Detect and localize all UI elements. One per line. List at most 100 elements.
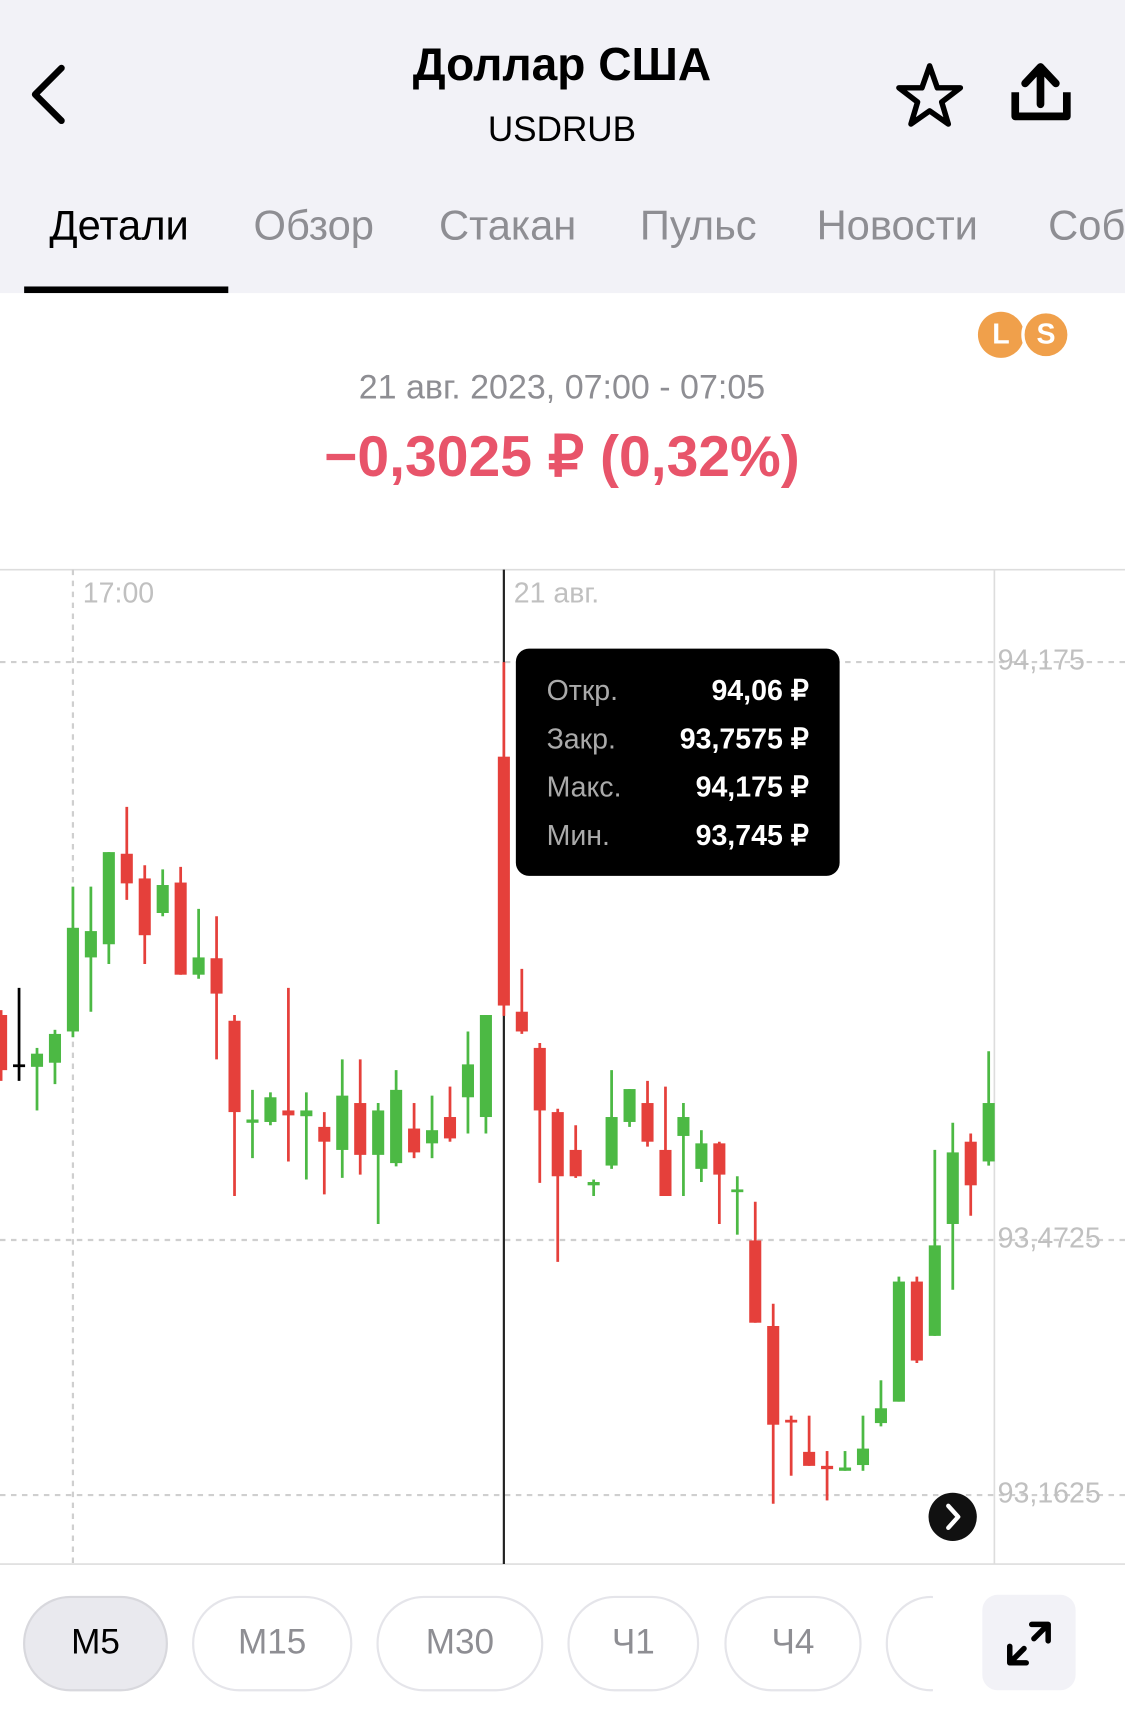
candle-body — [354, 1103, 367, 1155]
tooltip-label: Закр. — [547, 723, 616, 755]
candle-body — [569, 1149, 582, 1177]
candle-body — [551, 1112, 564, 1177]
candle-body — [749, 1240, 762, 1323]
candle-body — [910, 1281, 923, 1361]
back-button[interactable] — [31, 64, 65, 125]
tooltip-label: Мин. — [547, 820, 610, 852]
timeframe-label: M5 — [71, 1622, 120, 1661]
candle-body — [48, 1033, 62, 1063]
candle-body — [479, 1015, 492, 1118]
candle-body — [982, 1103, 995, 1162]
candle-body — [641, 1103, 654, 1142]
candle-body — [659, 1149, 672, 1197]
candle-body — [246, 1119, 259, 1123]
candle-body — [426, 1130, 439, 1144]
candle-body — [120, 853, 133, 884]
candle-body — [336, 1095, 349, 1150]
candle-body — [731, 1189, 744, 1193]
candle-body — [174, 882, 187, 975]
change: −0,3025 ₽ (0,32%) — [324, 425, 800, 489]
candle-body — [928, 1245, 941, 1336]
candle-body — [0, 1015, 8, 1071]
candle-body — [408, 1128, 421, 1153]
candle-body — [785, 1419, 798, 1423]
candle-body — [210, 958, 223, 994]
y-tick-label: 93,4725 — [998, 1223, 1101, 1255]
fade — [932, 1580, 983, 1702]
candle-body — [461, 1064, 474, 1098]
y-tick-label: 94,175 — [998, 645, 1085, 677]
candle-body — [803, 1451, 816, 1466]
candle-body — [677, 1117, 690, 1136]
candle-body — [695, 1143, 708, 1169]
timeframe-button[interactable] — [23, 1595, 168, 1692]
tooltip-bg — [515, 648, 840, 876]
tab[interactable]: Новости — [817, 201, 978, 248]
header-bg — [0, 0, 1125, 294]
expand-button[interactable] — [982, 1594, 1076, 1691]
tooltip-value: 94,06 ₽ — [711, 675, 808, 707]
timeframe-label: M15 — [238, 1622, 306, 1661]
candle-body — [623, 1089, 636, 1122]
candle-body — [443, 1117, 457, 1139]
timeframe-button[interactable] — [192, 1595, 353, 1692]
candle-body — [228, 1020, 241, 1113]
subtitle: USDRUB — [488, 110, 636, 149]
badge-label: S — [1036, 318, 1055, 350]
candle-body — [497, 756, 510, 1006]
tab[interactable]: Стакан — [439, 201, 576, 248]
candle-body — [300, 1110, 313, 1117]
active-tab-underline — [24, 286, 229, 294]
share-button[interactable] — [1011, 63, 1071, 121]
candle-body — [605, 1117, 618, 1166]
candle-body — [874, 1408, 887, 1424]
tooltip-value: 94,175 ₽ — [696, 772, 809, 804]
tooltip: Откр. 94,06 ₽ Закр. 93,7575 ₽ Макс. 94,175 ₽ М… — [515, 648, 840, 876]
candle-body — [946, 1152, 959, 1224]
candle-body — [838, 1467, 852, 1471]
x-tick-label: 21 авг. — [514, 577, 600, 609]
timeframe-button[interactable] — [724, 1595, 862, 1692]
candle-body — [192, 957, 205, 975]
tab[interactable]: Соб — [1048, 201, 1125, 248]
period: 21 авг. 2023, 07:00 - 07:05 — [359, 369, 765, 407]
candle-body — [282, 1110, 295, 1116]
timeframe-label: M30 — [426, 1622, 494, 1661]
candle-body — [30, 1053, 44, 1067]
candle-body — [264, 1097, 277, 1122]
tab[interactable]: Обзор — [254, 201, 374, 248]
tab[interactable]: Детали — [49, 201, 188, 248]
badge — [1021, 310, 1071, 360]
candle-body — [156, 885, 169, 913]
tooltip-label: Откр. — [547, 675, 619, 707]
candle-body — [533, 1047, 546, 1111]
y-tick-label: 93,1625 — [998, 1478, 1101, 1510]
candle-body — [318, 1126, 331, 1142]
scroll-right-button[interactable] — [928, 1492, 977, 1541]
tooltip-value: 93,745 ₽ — [696, 820, 809, 852]
candle-body — [767, 1325, 780, 1425]
timeframe-label: Ч1 — [612, 1622, 655, 1661]
candle-body — [821, 1465, 834, 1470]
candle-body — [964, 1141, 977, 1186]
tooltip-value: 93,7575 ₽ — [680, 723, 809, 755]
candle-body — [138, 878, 151, 936]
timeframe-label: Ч4 — [772, 1622, 815, 1661]
title: Доллар США — [413, 38, 711, 90]
timeframe-button[interactable] — [376, 1595, 544, 1692]
candle-body — [102, 852, 115, 945]
candle-body — [515, 1011, 528, 1032]
timeframe-button[interactable] — [567, 1595, 700, 1692]
candle-body — [390, 1089, 403, 1164]
candle-body — [892, 1281, 905, 1402]
candle-body — [66, 927, 79, 1032]
tab[interactable]: Пульс — [640, 201, 757, 248]
badge — [977, 311, 1025, 358]
candle-body — [84, 931, 97, 958]
tooltip-label: Макс. — [547, 772, 622, 804]
candle-body — [587, 1182, 600, 1186]
favorite-button[interactable] — [896, 63, 964, 127]
x-tick-label: 17:00 — [83, 577, 154, 609]
